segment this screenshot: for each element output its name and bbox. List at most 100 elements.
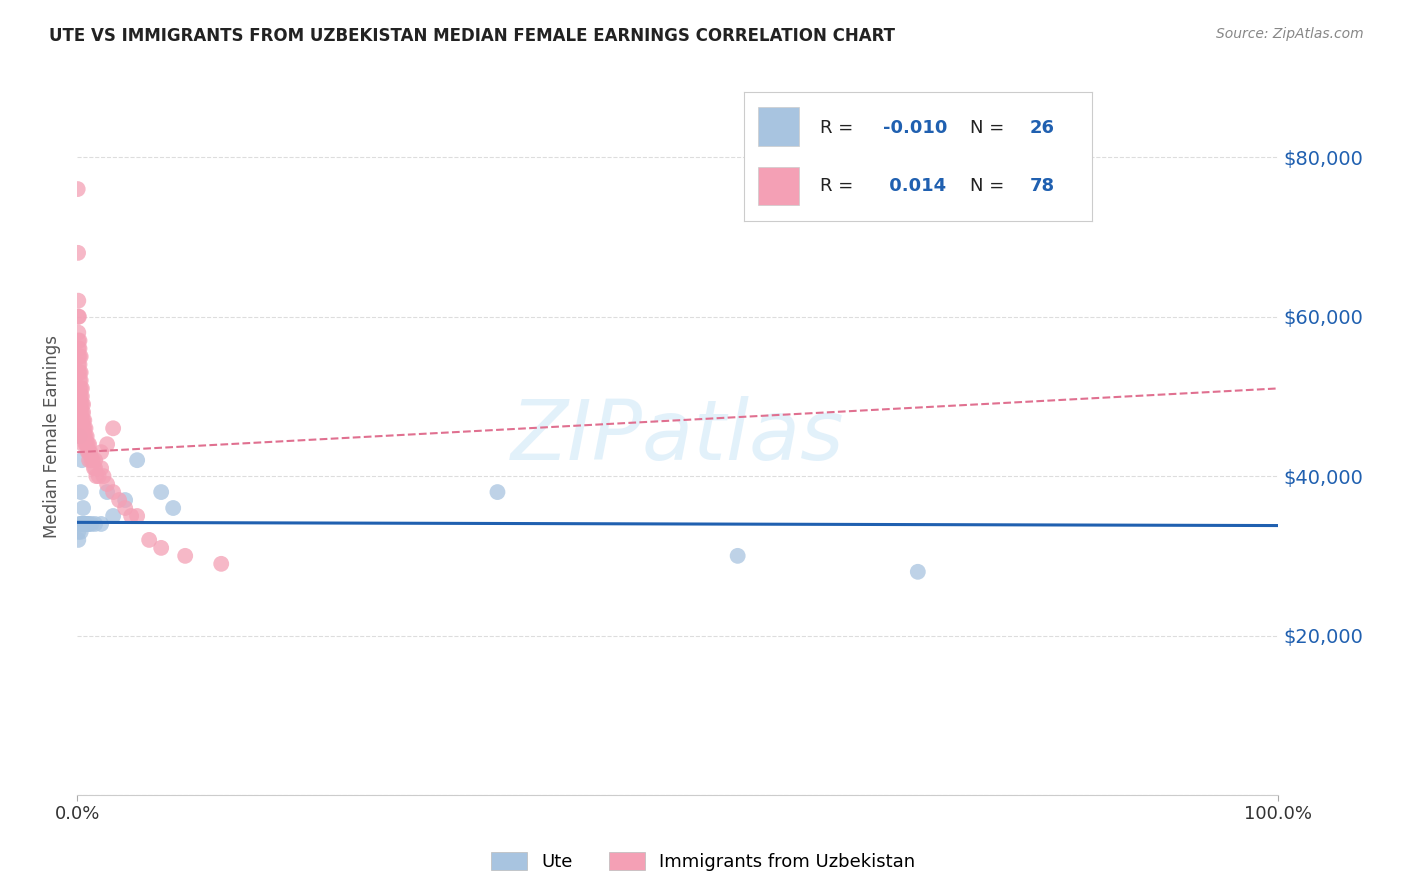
Point: [72, 501, 94, 516]
Point: [84, 469, 107, 483]
Point: [70, 413, 93, 427]
Point: [69, 429, 91, 443]
Point: [67, 350, 90, 364]
Point: [138, 533, 160, 547]
Point: [67, 245, 90, 260]
Point: [69, 389, 91, 403]
Point: [77, 516, 100, 531]
Point: [73, 516, 96, 531]
Point: [101, 421, 124, 435]
Point: [70, 381, 93, 395]
Point: [69, 366, 91, 380]
Point: [90, 445, 112, 459]
Point: [67, 334, 90, 348]
Point: [162, 501, 184, 516]
Point: [69, 413, 91, 427]
Point: [69, 381, 91, 395]
Point: [907, 565, 929, 579]
Point: [150, 485, 173, 500]
Point: [66, 182, 89, 196]
Point: [75, 429, 97, 443]
Point: [69, 421, 91, 435]
Point: [77, 437, 100, 451]
Point: [486, 485, 509, 500]
Point: [75, 421, 97, 435]
Point: [70, 453, 93, 467]
Point: [127, 508, 149, 523]
Point: [69, 381, 91, 395]
Point: [84, 461, 107, 475]
Point: [96, 485, 118, 500]
Point: [77, 445, 100, 459]
Point: [69, 350, 91, 364]
Point: [70, 389, 93, 403]
Point: [76, 437, 98, 451]
Point: [69, 342, 91, 356]
Point: [90, 516, 112, 531]
Point: [70, 516, 93, 531]
Point: [96, 437, 118, 451]
Point: [77, 445, 100, 459]
Point: [72, 437, 94, 451]
Point: [77, 453, 100, 467]
Text: Source: ZipAtlas.com: Source: ZipAtlas.com: [1216, 27, 1364, 41]
Point: [69, 397, 91, 411]
Point: [67, 342, 90, 356]
Point: [69, 366, 91, 380]
Point: [108, 493, 131, 508]
Point: [101, 508, 124, 523]
Point: [127, 453, 149, 467]
Point: [80, 516, 103, 531]
Point: [84, 453, 107, 467]
Point: [150, 541, 173, 555]
Text: UTE VS IMMIGRANTS FROM UZBEKISTAN MEDIAN FEMALE EARNINGS CORRELATION CHART: UTE VS IMMIGRANTS FROM UZBEKISTAN MEDIAN…: [49, 27, 896, 45]
Point: [83, 461, 105, 475]
Point: [69, 516, 91, 531]
Point: [73, 429, 96, 443]
Point: [72, 421, 94, 435]
Point: [82, 453, 104, 467]
Point: [72, 429, 94, 443]
Point: [120, 508, 142, 523]
Point: [67, 358, 90, 372]
Point: [72, 413, 94, 427]
Point: [96, 477, 118, 491]
Point: [101, 485, 124, 500]
Point: [70, 405, 93, 419]
Point: [67, 366, 90, 380]
Point: [73, 413, 96, 427]
Point: [77, 437, 100, 451]
Point: [93, 469, 115, 483]
Point: [209, 557, 232, 571]
Point: [75, 437, 97, 451]
Point: [69, 389, 91, 403]
Point: [67, 533, 90, 547]
Point: [67, 310, 90, 324]
Point: [87, 469, 110, 483]
Point: [69, 516, 91, 531]
Point: [69, 334, 91, 348]
Point: [67, 310, 90, 324]
Point: [76, 516, 98, 531]
Point: [69, 397, 91, 411]
Point: [69, 350, 91, 364]
Point: [114, 493, 136, 508]
Y-axis label: Median Female Earnings: Median Female Earnings: [44, 334, 60, 538]
Legend: Ute, Immigrants from Uzbekistan: Ute, Immigrants from Uzbekistan: [484, 845, 922, 879]
Point: [69, 405, 91, 419]
Point: [67, 326, 90, 340]
Point: [727, 549, 749, 563]
Point: [79, 445, 101, 459]
Point: [67, 524, 90, 539]
Point: [114, 501, 136, 516]
Point: [73, 421, 96, 435]
Point: [174, 549, 197, 563]
Point: [69, 373, 91, 387]
Point: [69, 485, 91, 500]
Point: [72, 516, 94, 531]
Point: [69, 429, 91, 443]
Point: [69, 524, 91, 539]
Point: [72, 405, 94, 419]
Point: [80, 453, 103, 467]
Point: [76, 429, 98, 443]
